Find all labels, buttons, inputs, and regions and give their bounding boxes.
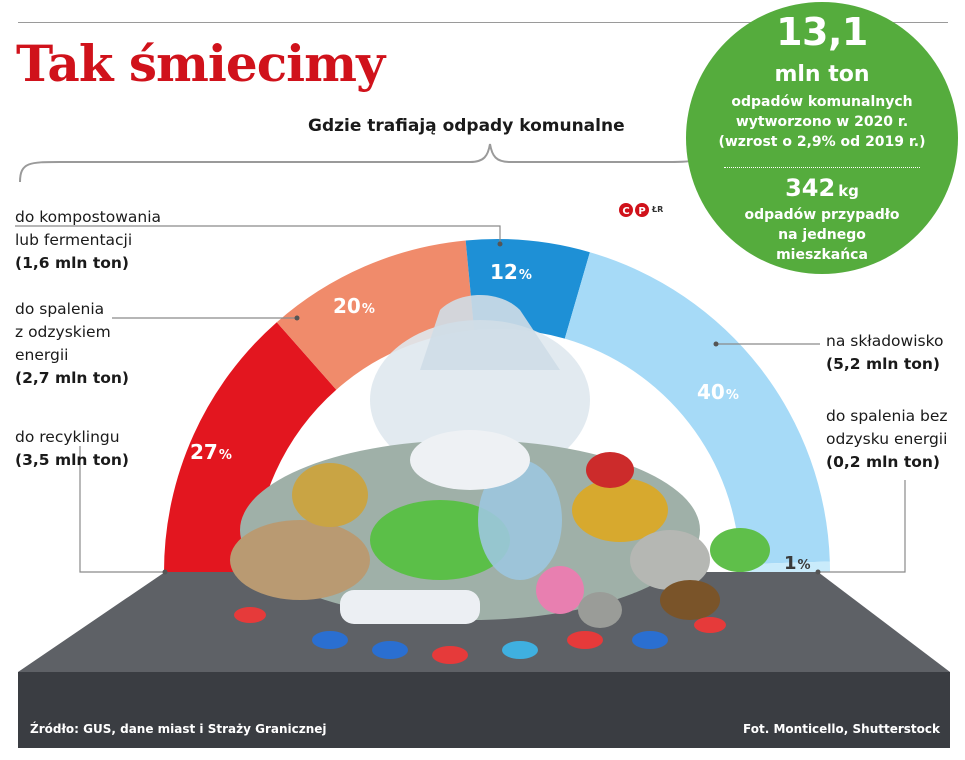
leader-dot-incineration — [815, 569, 821, 575]
platform-front — [18, 672, 950, 748]
pct-label-landfill: 40% — [697, 380, 739, 404]
label-recycling: do recyklingu (3,5 mln ton) — [15, 428, 130, 469]
photo-credit: Fot. Monticello, Shutterstock — [743, 722, 940, 736]
label-energy-recovery: do spalenia z odzyskiem energii (2,7 mln … — [15, 300, 130, 387]
logo-initials: ŁR — [652, 205, 664, 214]
svg-text:P: P — [638, 206, 645, 217]
leader-line-recycling — [79, 446, 165, 573]
total-waste-text: odpadów komunalnych wytworzono w 2020 r.… — [718, 94, 926, 150]
leader-dot-composting — [497, 241, 503, 247]
svg-text:C: C — [622, 206, 629, 217]
slice-landfill — [564, 252, 830, 565]
total-waste-number: 13,1 — [776, 10, 868, 54]
leader-dot-landfill — [713, 341, 719, 347]
pct-label-recycling: 27% — [190, 440, 232, 464]
source-note: Źródło: GUS, dane miast i Straży Granicz… — [30, 722, 327, 736]
page-title: Tak śmiecimy — [16, 34, 385, 93]
chart-subtitle: Gdzie trafiają odpady komunalne — [308, 116, 625, 136]
leader-line-incineration — [818, 480, 906, 573]
subtitle-brace — [19, 143, 691, 183]
badge-divider — [724, 167, 920, 168]
pct-label-composting: 12% — [490, 260, 532, 284]
waste-pile-illustration — [230, 295, 770, 664]
pct-label-energy-recovery: 20% — [333, 294, 375, 318]
leader-dot-energy-recovery — [294, 315, 300, 321]
summary-badge: 13,1 mln ton odpadów komunalnych wytworz… — [686, 2, 958, 274]
leader-dot-recycling — [162, 569, 168, 575]
slice-recycling — [164, 322, 337, 572]
total-waste-unit: mln ton — [774, 62, 870, 87]
label-incineration: do spalenia bez odzysku energii (0,2 mln … — [826, 407, 948, 471]
label-composting: do kompostowania lub fermentacji (1,6 mln… — [15, 208, 162, 272]
per-capita-text: odpadów przypadło na jednego mieszkańca — [744, 207, 900, 263]
top-rule — [18, 22, 948, 23]
leader-line-composting — [15, 225, 501, 244]
publisher-logo-icon: C P — [619, 203, 649, 217]
label-landfill: na składowisko (5,2 mln ton) — [826, 332, 944, 373]
slice-energy-recovery — [276, 240, 475, 390]
per-capita-number: 342 kg — [785, 174, 859, 202]
pct-label-incineration: 1% — [784, 553, 811, 574]
